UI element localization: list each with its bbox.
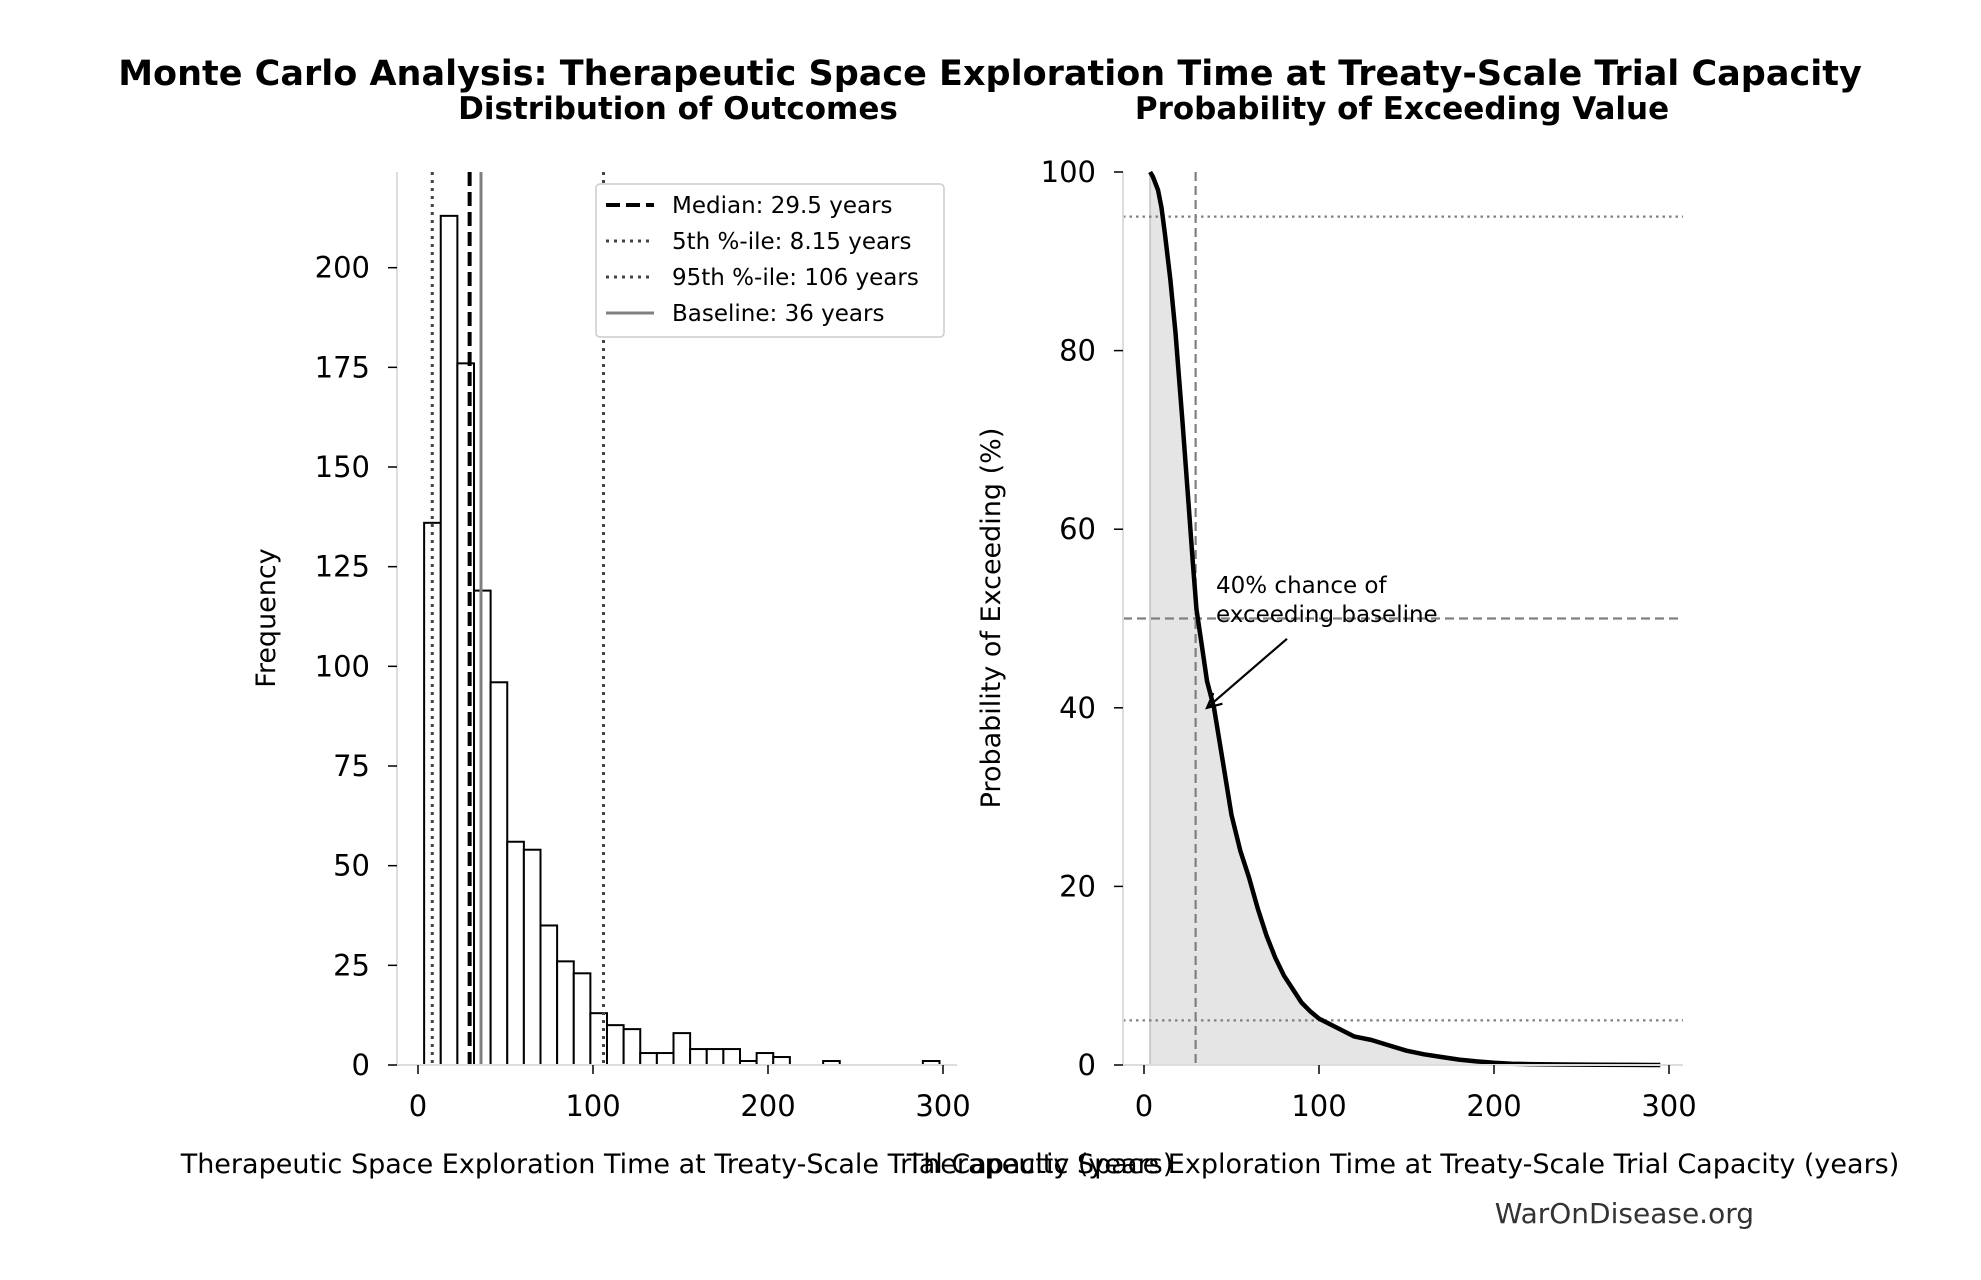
histogram-reference-lines <box>430 172 605 1065</box>
exceedance-x-ticks: 0 100 200 300 <box>1135 1065 1697 1123</box>
y-tick-label: 0 <box>352 1048 370 1082</box>
y-tick-label: 175 <box>315 350 370 384</box>
histogram-x-label: Therapeutic Space Exploration Time at Tr… <box>180 1149 1174 1180</box>
x-tick-label: 300 <box>1641 1089 1696 1123</box>
exceedance-area <box>1150 172 1661 1065</box>
exceedance-subtitle: Probability of Exceeding Value <box>1135 91 1669 127</box>
y-tick-label: 200 <box>315 251 370 285</box>
histogram-bar <box>772 1056 791 1066</box>
y-tick-label: 60 <box>1059 512 1096 546</box>
histogram-bar <box>539 924 559 1066</box>
annotation-arrow <box>1206 637 1288 709</box>
histogram-subtitle: Distribution of Outcomes <box>458 91 898 127</box>
y-tick-label: 50 <box>333 849 370 883</box>
exceedance-y-label: Probability of Exceeding (%) <box>976 428 1007 809</box>
x-tick-label: 100 <box>565 1089 620 1123</box>
y-tick-label: 100 <box>315 649 370 683</box>
exceedance-chart: Probability of Exceeding Value 0 20 40 60 80… <box>906 91 1900 1180</box>
legend-entry-median: Median: 29.5 years <box>672 193 893 219</box>
histogram-legend: Median: 29.5 years 5th %-ile: 8.15 years… <box>595 183 945 338</box>
histogram-bars <box>423 214 941 1067</box>
y-tick-label: 80 <box>1059 334 1096 368</box>
histogram-bar <box>489 681 509 1066</box>
legend-entry-p95: 95th %-ile: 106 years <box>672 265 919 291</box>
histogram-chart: Distribution of Outcomes 0 25 50 75 100 125 15… <box>180 91 1174 1180</box>
figure-title: Monte Carlo Analysis: Therapeutic Space … <box>118 54 1862 94</box>
histogram-bar <box>672 1032 692 1067</box>
y-tick-label: 20 <box>1059 869 1096 903</box>
histogram-bar <box>705 1048 725 1067</box>
histogram-bar <box>556 960 575 1066</box>
y-tick-label: 40 <box>1059 691 1096 725</box>
histogram-y-ticks: 0 25 50 75 100 125 150 175 200 <box>315 251 397 1082</box>
histogram-bar <box>606 1024 625 1066</box>
y-tick-label: 75 <box>333 749 370 783</box>
x-tick-label: 300 <box>915 1089 970 1123</box>
histogram-bar <box>755 1052 775 1066</box>
annotation-text-line2: exceeding baseline <box>1216 602 1438 628</box>
x-tick-label: 0 <box>409 1089 427 1123</box>
histogram-bar <box>506 840 525 1066</box>
histogram-y-label: Frequency <box>251 548 282 688</box>
x-tick-label: 100 <box>1291 1089 1346 1123</box>
annotation-text-line1: 40% chance of <box>1216 573 1388 599</box>
histogram-bar <box>622 1028 642 1066</box>
legend-entry-baseline: Baseline: 36 years <box>672 301 884 327</box>
y-tick-label: 125 <box>315 550 370 584</box>
x-tick-label: 200 <box>740 1089 795 1123</box>
y-tick-label: 0 <box>1078 1048 1096 1082</box>
watermark: WarOnDisease.org <box>1495 1197 1754 1230</box>
histogram-bar <box>722 1048 741 1067</box>
histogram-bar <box>522 848 542 1066</box>
exceedance-curve <box>1148 170 1661 1068</box>
x-tick-label: 200 <box>1466 1089 1521 1123</box>
exceedance-y-ticks: 0 20 40 60 80 100 <box>1041 155 1123 1082</box>
legend-frame <box>595 183 945 338</box>
histogram-bar <box>689 1048 708 1067</box>
histogram-bar <box>572 972 592 1067</box>
y-tick-label: 100 <box>1041 155 1096 189</box>
y-tick-label: 25 <box>333 948 370 982</box>
exceedance-reference-lines <box>1123 172 1683 1065</box>
legend-entry-p5: 5th %-ile: 8.15 years <box>672 229 912 255</box>
x-tick-label: 0 <box>1135 1089 1153 1123</box>
exceedance-x-label: Therapeutic Space Exploration Time at Tr… <box>906 1149 1900 1180</box>
exceedance-annotation: 40% chance of exceeding baseline <box>1205 573 1438 710</box>
y-tick-label: 150 <box>315 450 370 484</box>
histogram-bar <box>655 1052 675 1066</box>
histogram-x-ticks: 0 100 200 300 <box>409 1065 971 1123</box>
histogram-bar <box>439 214 459 1067</box>
histogram-bar <box>639 1052 658 1066</box>
annotation-arrowhead <box>1205 692 1223 710</box>
